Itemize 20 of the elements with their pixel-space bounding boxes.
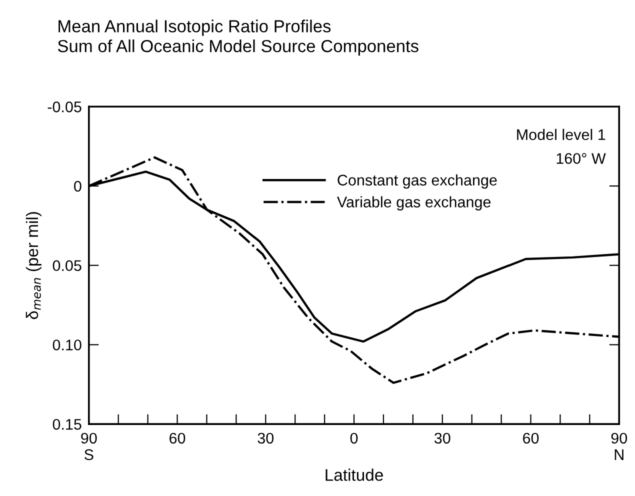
annotation: Model level 1 xyxy=(517,128,606,140)
chart-title: Mean Annual Isotopic Ratio Profiles xyxy=(58,20,331,36)
annotation: 160° W xyxy=(556,153,606,164)
legend-label: Variable gas exchange xyxy=(337,196,491,210)
x-tick-label: 0 xyxy=(350,432,358,444)
x-tick-label: 90 N xyxy=(611,432,628,460)
y-tick-label: 0.05 xyxy=(52,260,82,272)
x-tick-label: 30 xyxy=(434,432,450,444)
y-tick-label: 0.10 xyxy=(52,340,82,350)
y-tick-label: -0.05 xyxy=(48,102,82,112)
x-tick-label: 30 xyxy=(258,432,274,444)
x-axis-title: Latitude xyxy=(326,468,383,481)
y-tick-label: 0 xyxy=(74,180,82,192)
y-axis-title: δ$_{mean}$ (per mil) xyxy=(26,212,42,320)
legend-label: Constant gas exchange xyxy=(338,174,497,189)
x-tick-label: 90 S xyxy=(81,432,97,460)
x-tick-label: 60 xyxy=(523,432,539,444)
y-tick-label: 0.15 xyxy=(52,418,82,430)
x-tick-label: 60 xyxy=(170,432,186,444)
chart-subtitle: Sum of All Oceanic Model Source Components xyxy=(58,40,418,56)
